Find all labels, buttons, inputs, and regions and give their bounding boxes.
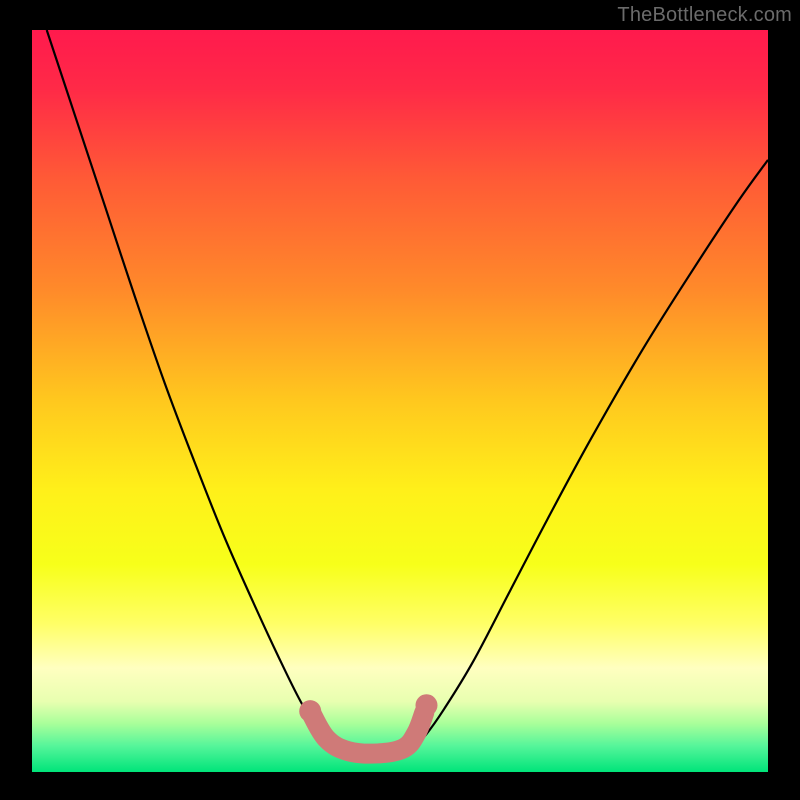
bottleneck-curve-chart xyxy=(0,0,800,800)
chart-container: TheBottleneck.com xyxy=(0,0,800,800)
watermark-text: TheBottleneck.com xyxy=(617,4,792,27)
plot-area xyxy=(32,30,768,772)
highlight-end-dot xyxy=(299,700,321,722)
gradient-background xyxy=(32,30,768,772)
highlight-end-dot xyxy=(415,694,437,716)
